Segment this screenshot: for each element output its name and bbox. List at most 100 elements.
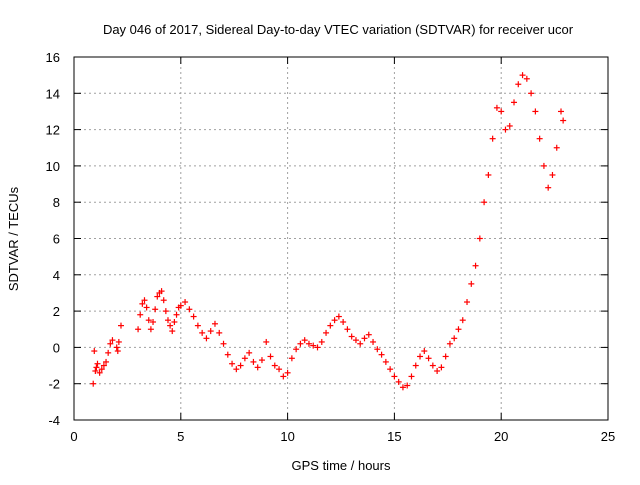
- data-point: [549, 171, 556, 178]
- data-point: [451, 335, 458, 342]
- y-tick-label: -4: [48, 413, 60, 428]
- data-point: [177, 302, 184, 309]
- data-point: [310, 342, 317, 349]
- y-tick-label: 6: [53, 232, 60, 247]
- data-point: [361, 335, 368, 342]
- data-point: [182, 299, 189, 306]
- data-point: [515, 81, 522, 88]
- data-point: [100, 362, 107, 369]
- y-tick-label: 8: [53, 195, 60, 210]
- data-point: [141, 297, 148, 304]
- data-point: [246, 349, 253, 356]
- data-point: [233, 366, 240, 373]
- x-tick-label: 5: [177, 429, 184, 444]
- data-point: [143, 304, 150, 311]
- data-point: [203, 335, 210, 342]
- data-point: [323, 329, 330, 336]
- data-point: [446, 340, 453, 347]
- data-point: [199, 329, 206, 336]
- data-point: [145, 317, 152, 324]
- data-point: [335, 313, 342, 320]
- data-point: [528, 90, 535, 97]
- data-point: [429, 362, 436, 369]
- data-point: [94, 360, 101, 367]
- data-point: [91, 348, 98, 355]
- data-point: [344, 326, 351, 333]
- data-point: [455, 326, 462, 333]
- data-point: [553, 144, 560, 151]
- grid: [74, 57, 608, 420]
- data-point: [382, 358, 389, 365]
- data-point: [169, 328, 176, 335]
- y-axis-label: SDTVAR / TECUs: [6, 186, 21, 291]
- data-point: [519, 72, 526, 79]
- data-point: [171, 318, 178, 325]
- chart-title: Day 046 of 2017, Sidereal Day-to-day VTE…: [103, 22, 574, 37]
- data-point: [370, 338, 377, 345]
- data-point: [297, 340, 304, 347]
- data-point: [90, 380, 97, 387]
- data-point: [92, 367, 99, 374]
- data-point: [331, 317, 338, 324]
- data-point: [476, 235, 483, 242]
- data-point: [96, 369, 103, 376]
- y-tick-label: 12: [46, 123, 60, 138]
- data-point: [408, 373, 415, 380]
- data-point: [395, 378, 402, 385]
- data-point: [305, 340, 312, 347]
- data-point: [327, 322, 334, 329]
- data-point: [288, 355, 295, 362]
- data-point: [489, 135, 496, 142]
- data-point: [98, 366, 105, 373]
- data-point: [147, 326, 154, 333]
- data-point: [186, 306, 193, 313]
- data-point: [216, 329, 223, 336]
- data-point: [540, 162, 547, 169]
- y-tick-label: -2: [48, 377, 60, 392]
- data-point: [442, 353, 449, 360]
- data-point: [271, 362, 278, 369]
- data-point: [190, 313, 197, 320]
- data-point: [293, 346, 300, 353]
- data-point: [276, 366, 283, 373]
- data-point: [158, 288, 165, 295]
- data-point: [558, 108, 565, 115]
- data-point: [378, 351, 385, 358]
- data-point: [493, 104, 500, 111]
- data-point: [412, 362, 419, 369]
- data-point: [117, 322, 124, 329]
- data-point: [173, 311, 180, 318]
- data-point: [438, 364, 445, 371]
- x-tick-label: 20: [494, 429, 508, 444]
- data-point: [532, 108, 539, 115]
- data-point: [536, 135, 543, 142]
- data-point: [485, 171, 492, 178]
- data-point: [154, 293, 161, 300]
- data-point: [387, 366, 394, 373]
- data-point: [115, 338, 122, 345]
- data-point: [301, 337, 308, 344]
- data-point: [421, 348, 428, 355]
- data-point: [207, 328, 214, 335]
- data-point: [425, 355, 432, 362]
- data-point: [254, 364, 261, 371]
- x-tick-label: 25: [601, 429, 615, 444]
- data-point: [194, 322, 201, 329]
- data-point: [211, 320, 218, 327]
- data-point: [160, 297, 167, 304]
- data-point: [506, 122, 513, 129]
- data-point: [472, 262, 479, 269]
- data-point: [224, 351, 231, 358]
- data-point: [523, 75, 530, 82]
- data-point: [113, 344, 120, 351]
- data-point: [284, 369, 291, 376]
- data-points: [90, 72, 567, 391]
- data-point: [107, 340, 114, 347]
- data-point: [502, 126, 509, 133]
- y-tick-label: 0: [53, 340, 60, 355]
- data-point: [229, 360, 236, 367]
- data-point: [374, 346, 381, 353]
- data-point: [150, 318, 157, 325]
- data-point: [464, 299, 471, 306]
